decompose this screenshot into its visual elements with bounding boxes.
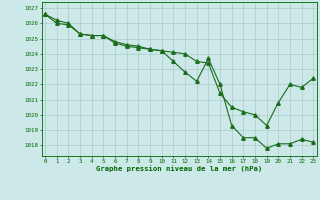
X-axis label: Graphe pression niveau de la mer (hPa): Graphe pression niveau de la mer (hPa) <box>96 165 262 172</box>
